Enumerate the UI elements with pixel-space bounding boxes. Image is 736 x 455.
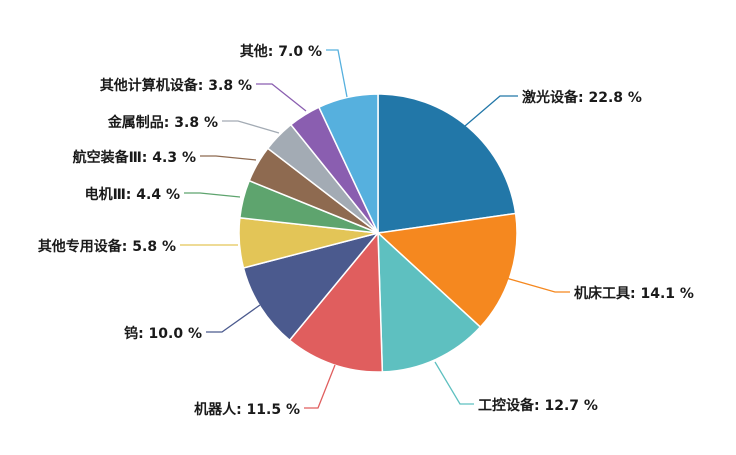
slice-label: 其他计算机设备: 3.8 % (100, 77, 252, 94)
leader-line (206, 304, 261, 333)
slice-label: 激光设备: 22.8 % (522, 89, 642, 106)
slice-label: 机床工具: 14.1 % (574, 285, 694, 302)
leader-line (326, 49, 348, 98)
leader-line (184, 192, 241, 198)
leader-lines-layer (180, 49, 570, 409)
leader-line (304, 364, 336, 409)
leader-line (256, 83, 307, 112)
leader-line (222, 120, 280, 134)
slice-label: 其他: 7.0 % (240, 43, 322, 60)
slice-label: 其他专用设备: 5.8 % (38, 238, 176, 255)
leader-line (464, 95, 518, 127)
slice-label: 工控设备: 12.7 % (478, 397, 598, 414)
leader-line (505, 277, 570, 293)
slice-label: 航空装备Ⅲ: 4.3 % (73, 149, 196, 166)
pie-slice[interactable] (288, 230, 384, 373)
pie-slice[interactable] (376, 212, 518, 329)
slice-label: 机器人: 11.5 % (194, 401, 300, 418)
slice-label: 钨: 10.0 % (124, 325, 202, 342)
pie-slice[interactable] (317, 93, 379, 234)
pie-slice[interactable] (377, 93, 517, 234)
labels-layer: 激光设备: 22.8 % 机床工具: 14.1 % 工控设备: 12.7 % 机器人:… (38, 43, 694, 418)
leader-line (200, 155, 257, 161)
slice-label: 电机Ⅲ: 4.4 % (85, 186, 180, 203)
leader-line (434, 361, 474, 405)
slice-label: 金属制品: 3.8 % (107, 114, 218, 131)
slices-layer (238, 93, 518, 373)
pie-slice[interactable] (377, 231, 482, 373)
